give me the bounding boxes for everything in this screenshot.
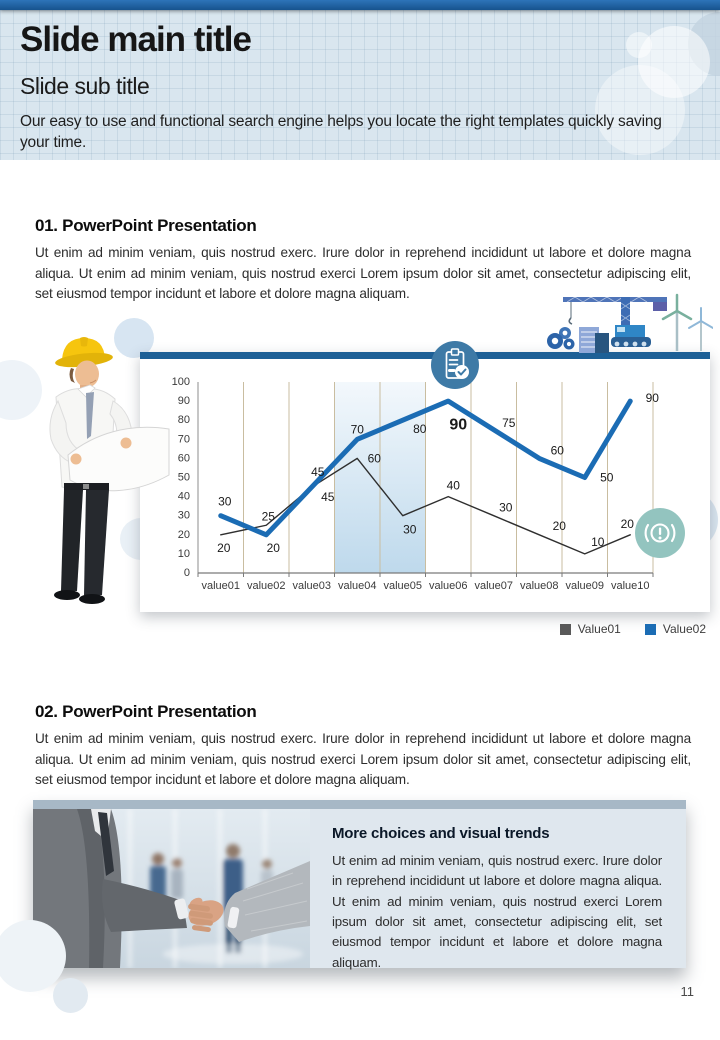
chart-accent-bar [140, 352, 710, 359]
chart-card: 0 10 20 30 40 50 60 70 80 90 100 value01 value02 valu… [140, 352, 710, 612]
decorative-circle [0, 920, 66, 992]
top-accent-bar [0, 0, 720, 10]
data-label: 20 [267, 541, 281, 555]
data-label: 40 [447, 479, 461, 493]
crane-illustration [547, 293, 713, 353]
feature-card-panel: More choices and visual trends Ut enim a… [310, 809, 686, 970]
line-chart: 0 10 20 30 40 50 60 70 80 90 100 value01 value02 valu… [172, 376, 660, 592]
slide-header: Slide main title Slide sub title Our eas… [0, 10, 720, 160]
data-label: 20 [621, 517, 635, 531]
x-tick-label: value07 [474, 580, 513, 592]
series-line-Value01 [220, 457, 631, 555]
data-label: 45 [311, 465, 325, 479]
feature-card: More choices and visual trends Ut enim a… [33, 800, 686, 970]
document-check-icon [431, 341, 479, 389]
x-tick-label: value05 [383, 580, 422, 592]
series-line-Value02 [218, 398, 633, 538]
decorative-circle [53, 978, 88, 1013]
decorative-circle [114, 318, 154, 358]
data-label: 80 [413, 422, 427, 436]
data-label: 25 [262, 509, 276, 523]
card-accent-bar [33, 800, 686, 809]
legend-swatch [644, 623, 656, 635]
y-tick-label: 80 [178, 414, 190, 426]
legend-swatch [559, 623, 571, 635]
data-label: 20 [553, 519, 567, 533]
data-label: 90 [449, 417, 467, 434]
y-tick-label: 10 [178, 548, 190, 560]
y-tick-label: 30 [178, 510, 190, 522]
crane-icon [563, 296, 667, 353]
section-02: 02. PowerPoint Presentation Ut enim ad m… [35, 702, 691, 791]
x-tick-label: value02 [247, 580, 286, 592]
data-label: 60 [551, 443, 565, 457]
handshake-photo [33, 809, 310, 968]
section-02-body: Ut enim ad minim veniam, quis nostrud ex… [35, 731, 691, 788]
data-label: 50 [600, 471, 614, 485]
x-tick-label: value10 [611, 580, 650, 592]
x-tick-label: value01 [201, 580, 240, 592]
section-01-body: Ut enim ad minim veniam, quis nostrud ex… [35, 245, 691, 302]
data-label: 45 [321, 490, 335, 504]
section-01-heading: 01. PowerPoint Presentation [35, 216, 257, 235]
wind-turbine-icon [661, 293, 713, 351]
decorative-circle [626, 32, 652, 58]
x-tick-label: value09 [565, 580, 604, 592]
chart-legend: Value01 Value02 [559, 622, 706, 636]
data-label: 20 [217, 541, 231, 555]
y-tick-label: 60 [178, 452, 190, 464]
y-tick-label: 70 [178, 433, 190, 445]
x-tick-label: value08 [520, 580, 559, 592]
header-description: Our easy to use and functional search en… [20, 113, 662, 152]
feature-card-body: Ut enim ad minim veniam, quis nostrud ex… [332, 853, 662, 970]
data-label: 75 [502, 416, 516, 430]
x-tick-label: value04 [338, 580, 377, 592]
data-label: 30 [499, 501, 513, 515]
gears-icon [547, 327, 575, 350]
legend-item-Value01: Value01 [559, 622, 621, 636]
data-label: 30 [403, 523, 417, 537]
feature-card-heading: More choices and visual trends [332, 825, 550, 842]
y-tick-label: 90 [178, 395, 190, 407]
page-number: 11 [680, 984, 695, 999]
data-label: 30 [218, 495, 232, 509]
x-tick-label: value03 [292, 580, 331, 592]
legend-item-Value02: Value02 [644, 622, 706, 636]
page-title: Slide main title [20, 20, 252, 59]
worker-photo [49, 337, 170, 604]
y-tick-label: 50 [178, 472, 190, 484]
y-tick-label: 0 [184, 567, 190, 579]
data-label: 90 [646, 391, 660, 405]
chart-area: 0 10 20 30 40 50 60 70 80 90 100 value01 value02 valu… [0, 290, 720, 646]
legend-label: Value02 [662, 622, 706, 636]
data-label: 60 [368, 451, 382, 465]
y-tick-label: 40 [178, 491, 190, 503]
data-label: 70 [351, 422, 365, 436]
section-01: 01. PowerPoint Presentation Ut enim ad m… [35, 216, 691, 305]
page-subtitle: Slide sub title [20, 73, 150, 99]
section-02-heading: 02. PowerPoint Presentation [35, 702, 257, 721]
data-label: 10 [591, 535, 605, 549]
alert-icon [635, 508, 685, 558]
y-tick-label: 100 [172, 376, 190, 388]
y-tick-label: 20 [178, 529, 190, 541]
x-tick-label: value06 [429, 580, 468, 592]
legend-label: Value01 [577, 622, 621, 636]
